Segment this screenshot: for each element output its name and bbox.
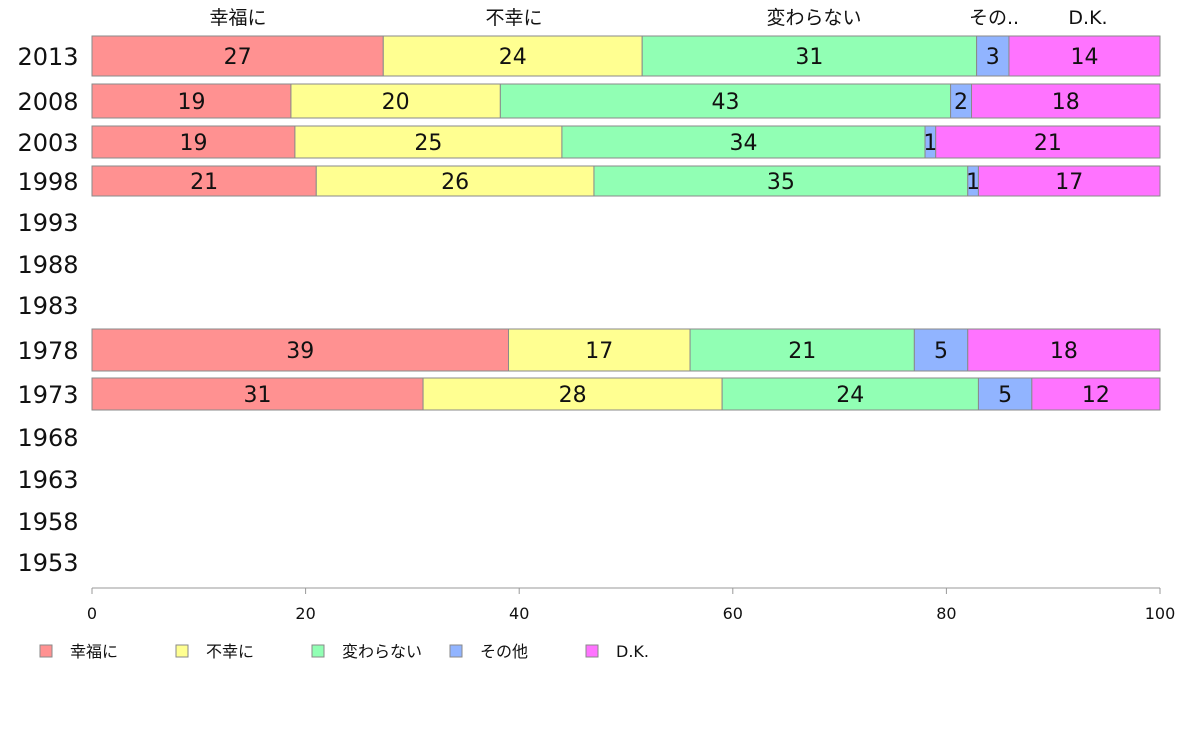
x-tick-0: 0 xyxy=(87,604,97,623)
top-label-1: 不幸に xyxy=(485,7,542,29)
data-label-1973-series-2: 24 xyxy=(836,383,864,408)
data-label-1998-series-3: 1 xyxy=(966,170,980,195)
data-label-1978-series-2: 21 xyxy=(788,339,816,364)
bar-2008-series-2 xyxy=(499,83,952,119)
x-tick-80: 80 xyxy=(936,604,956,623)
bar-1973-series-0 xyxy=(91,377,424,411)
bar-2003-series-1 xyxy=(294,125,563,159)
data-label-1998-series-2: 35 xyxy=(767,170,795,195)
data-label-2013-series-1: 24 xyxy=(499,45,527,70)
top-label-4: D.K. xyxy=(1068,7,1107,29)
data-label-2008-series-2: 43 xyxy=(711,90,739,115)
y-tick-1993: 1993 xyxy=(17,209,78,237)
bar-2003-series-4 xyxy=(935,125,1161,159)
y-tick-1988: 1988 xyxy=(17,251,78,279)
y-tick-1973: 1973 xyxy=(17,381,78,409)
data-label-1978-series-0: 39 xyxy=(286,339,314,364)
legend-swatch-3 xyxy=(449,644,463,658)
data-label-2003-series-2: 34 xyxy=(729,131,757,156)
data-label-1998-series-4: 17 xyxy=(1055,170,1083,195)
bar-2008-series-0 xyxy=(91,83,292,119)
legend-label-3: その他 xyxy=(480,642,528,661)
bar-1998-series-0 xyxy=(91,165,317,197)
data-label-1973-series-1: 28 xyxy=(559,383,587,408)
y-tick-1953: 1953 xyxy=(17,549,78,577)
bar-2013-series-4 xyxy=(1008,35,1161,77)
y-tick-2008: 2008 xyxy=(17,88,78,116)
bar-1998-series-2 xyxy=(593,165,969,197)
bar-1973-series-3 xyxy=(977,377,1033,411)
data-label-2008-series-1: 20 xyxy=(382,90,410,115)
bar-1998-series-4 xyxy=(977,165,1161,197)
legend-label-4: D.K. xyxy=(616,642,649,661)
legend-label-1: 不幸に xyxy=(206,642,254,661)
top-label-0: 幸福に xyxy=(209,7,266,29)
bar-1973-series-4 xyxy=(1031,377,1161,411)
top-label-2: 変わらない xyxy=(766,7,861,29)
y-tick-1968: 1968 xyxy=(17,424,78,452)
legend-swatch-1 xyxy=(175,644,189,658)
bar-2013-series-0 xyxy=(91,35,384,77)
bar-1998-series-1 xyxy=(315,165,595,197)
x-tick-20: 20 xyxy=(295,604,315,623)
bar-2013-series-2 xyxy=(641,35,978,77)
bar-2008-series-1 xyxy=(290,83,501,119)
y-tick-1963: 1963 xyxy=(17,466,78,494)
data-label-1998-series-1: 26 xyxy=(441,170,469,195)
data-label-2013-series-3: 3 xyxy=(986,45,1000,70)
x-tick-100: 100 xyxy=(1145,604,1176,623)
bar-1978-series-1 xyxy=(508,328,691,372)
data-label-2013-series-4: 14 xyxy=(1070,45,1098,70)
data-label-1978-series-4: 18 xyxy=(1050,339,1078,364)
bar-1978-series-0 xyxy=(91,328,510,372)
data-label-2003-series-0: 19 xyxy=(179,131,207,156)
legend-swatch-4 xyxy=(585,644,599,658)
y-tick-2003: 2003 xyxy=(17,129,78,157)
data-label-2008-series-4: 18 xyxy=(1052,90,1080,115)
data-label-1978-series-1: 17 xyxy=(585,339,613,364)
legend-label-2: 変わらない xyxy=(342,642,422,661)
y-tick-1983: 1983 xyxy=(17,292,78,320)
bar-1973-series-2 xyxy=(721,377,979,411)
data-label-2003-series-3: 1 xyxy=(923,131,937,156)
bar-1978-series-3 xyxy=(913,328,969,372)
data-label-2013-series-2: 31 xyxy=(795,45,823,70)
x-tick-60: 60 xyxy=(723,604,743,623)
data-label-1973-series-3: 5 xyxy=(998,383,1012,408)
y-tick-1978: 1978 xyxy=(17,337,78,365)
data-label-1973-series-0: 31 xyxy=(244,383,272,408)
y-tick-1958: 1958 xyxy=(17,508,78,536)
data-label-1973-series-4: 12 xyxy=(1082,383,1110,408)
bar-2013-series-1 xyxy=(382,35,643,77)
legend-swatch-0 xyxy=(39,644,53,658)
legend-swatch-2 xyxy=(311,644,325,658)
data-label-1978-series-3: 5 xyxy=(934,339,948,364)
y-tick-1998: 1998 xyxy=(17,168,78,196)
top-label-3: その.. xyxy=(969,7,1019,29)
bar-1978-series-4 xyxy=(967,328,1161,372)
data-label-1998-series-0: 21 xyxy=(190,170,218,195)
bar-2003-series-0 xyxy=(91,125,296,159)
bar-2008-series-4 xyxy=(971,83,1161,119)
data-label-2003-series-4: 21 xyxy=(1034,131,1062,156)
legend-label-0: 幸福に xyxy=(70,642,118,661)
data-label-2008-series-3: 2 xyxy=(954,90,968,115)
bar-2003-series-2 xyxy=(561,125,926,159)
bar-1973-series-1 xyxy=(422,377,723,411)
x-tick-40: 40 xyxy=(509,604,529,623)
y-tick-2013: 2013 xyxy=(17,43,78,71)
data-label-2013-series-0: 27 xyxy=(224,45,252,70)
data-label-2003-series-1: 25 xyxy=(414,131,442,156)
data-label-2008-series-0: 19 xyxy=(177,90,205,115)
